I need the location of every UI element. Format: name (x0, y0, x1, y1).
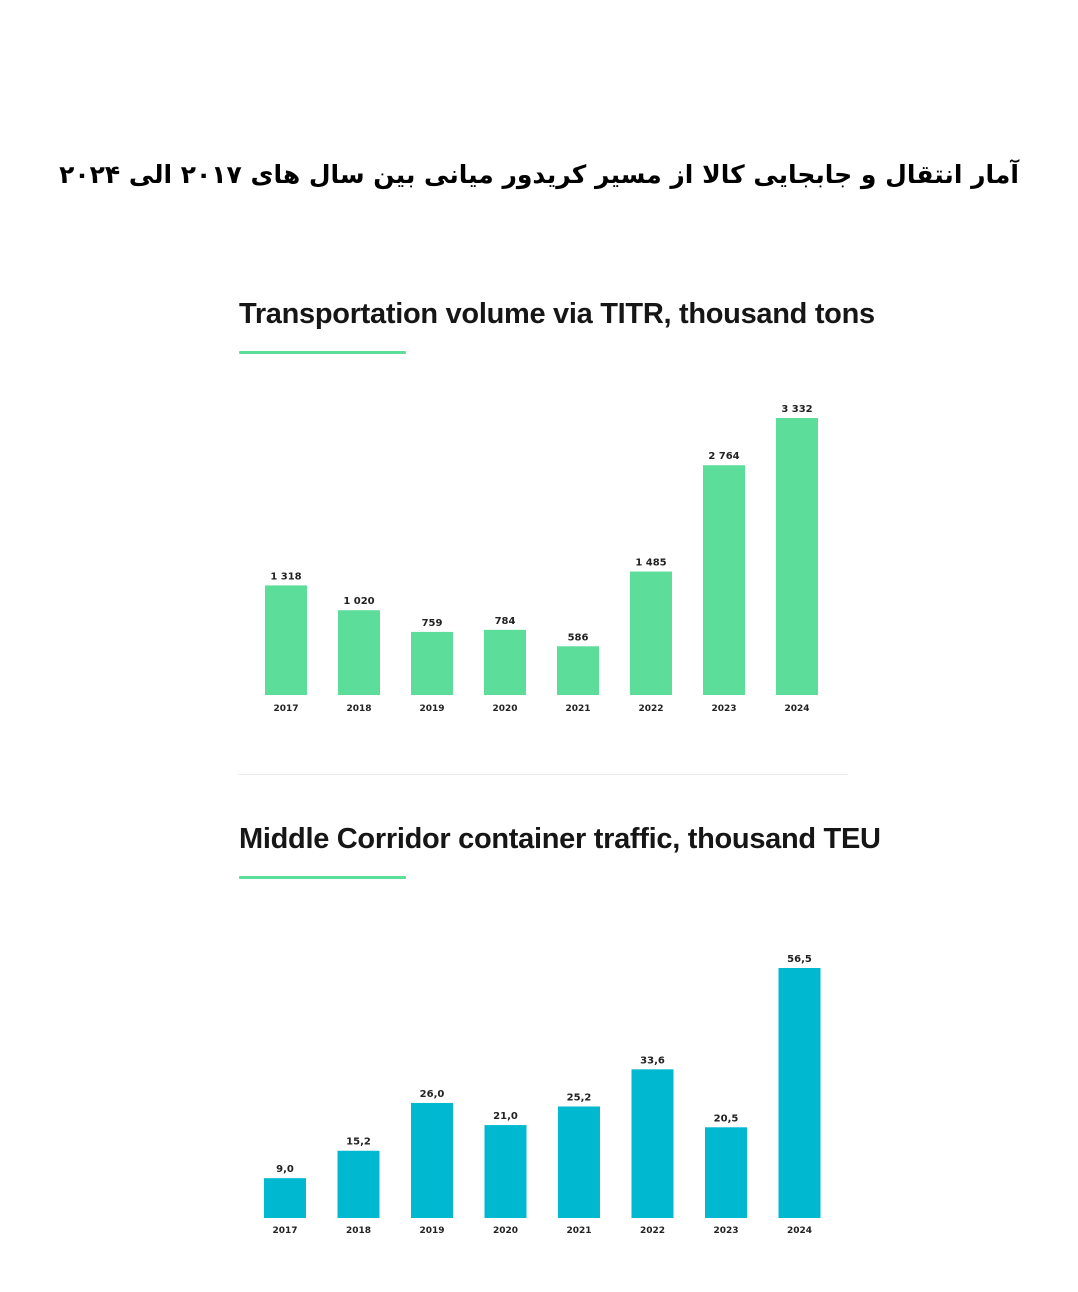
tick-label-titr-2017: 2017 (273, 704, 298, 714)
tick-label-titr-2021: 2021 (565, 704, 590, 714)
data-label-titr-2023: 2 764 (708, 451, 739, 462)
tick-label-teu-2024: 2024 (787, 1226, 812, 1236)
bar-teu-2017 (264, 1178, 306, 1218)
data-label-titr-2018: 1 020 (343, 596, 374, 607)
data-label-titr-2017: 1 318 (270, 571, 301, 582)
tick-label-teu-2019: 2019 (419, 1226, 444, 1236)
tick-label-teu-2017: 2017 (272, 1226, 297, 1236)
tick-label-titr-2019: 2019 (419, 704, 444, 714)
chart-panel-teu: Middle Corridor container traffic, thous… (228, 790, 881, 1260)
bar-teu-2024 (778, 968, 821, 1218)
bar-teu-2023 (705, 1127, 747, 1218)
tick-label-titr-2020: 2020 (492, 704, 517, 714)
bar-titr-2020 (484, 629, 526, 695)
bar-titr-2018 (338, 610, 380, 695)
tick-label-teu-2023: 2023 (713, 1226, 738, 1236)
bar-chart-teu: 9,0 2017 15,2 2018 26,0 2019 21,0 2020 25,2 2021 3… (264, 954, 821, 1236)
bar-titr-2024 (776, 418, 818, 695)
bar-teu-2020 (484, 1125, 527, 1218)
title-underline (239, 876, 406, 879)
data-label-teu-2020: 21,0 (493, 1111, 518, 1122)
bar-teu-2022 (631, 1069, 674, 1218)
data-label-teu-2024: 56,5 (787, 954, 812, 965)
bar-teu-2021 (558, 1106, 600, 1218)
data-label-titr-2021: 586 (568, 632, 589, 643)
tick-label-titr-2023: 2023 (711, 704, 736, 714)
chart-panel-titr: Transportation volume via TITR, thousand… (228, 260, 875, 760)
data-label-titr-2024: 3 332 (781, 404, 812, 415)
bar-teu-2018 (337, 1150, 380, 1218)
data-label-titr-2019: 759 (422, 618, 443, 629)
title-underline (239, 351, 406, 354)
tick-label-titr-2018: 2018 (346, 704, 371, 714)
tick-label-titr-2022: 2022 (638, 704, 663, 714)
data-label-titr-2020: 784 (495, 616, 516, 627)
bar-chart-titr: 1 318 2017 1 020 2018 759 2019 784 2020 586 2021 1… (265, 404, 818, 714)
data-label-teu-2019: 26,0 (420, 1089, 445, 1100)
bar-titr-2021 (557, 646, 599, 695)
bar-teu-2019 (411, 1102, 453, 1218)
section-divider (238, 774, 848, 775)
page-title: آمار انتقال و جابجایی کالا از مسیر کریدو… (59, 160, 1019, 189)
tick-label-teu-2022: 2022 (640, 1226, 665, 1236)
chart-title-titr: Transportation volume via TITR, thousand… (239, 298, 875, 330)
tick-label-teu-2018: 2018 (346, 1226, 371, 1236)
bar-titr-2023 (703, 465, 745, 695)
bar-titr-2017 (265, 585, 307, 695)
data-label-teu-2022: 33,6 (640, 1055, 665, 1066)
data-label-titr-2022: 1 485 (635, 558, 666, 569)
data-label-teu-2021: 25,2 (567, 1092, 592, 1103)
data-label-teu-2017: 9,0 (276, 1164, 294, 1175)
tick-label-teu-2020: 2020 (493, 1226, 518, 1236)
tick-label-teu-2021: 2021 (566, 1226, 591, 1236)
bar-titr-2019 (411, 631, 453, 695)
tick-label-titr-2024: 2024 (784, 704, 809, 714)
bar-titr-2022 (630, 571, 672, 695)
data-label-teu-2023: 20,5 (714, 1113, 739, 1124)
chart-title-teu: Middle Corridor container traffic, thous… (239, 823, 881, 855)
data-label-teu-2018: 15,2 (346, 1137, 371, 1148)
